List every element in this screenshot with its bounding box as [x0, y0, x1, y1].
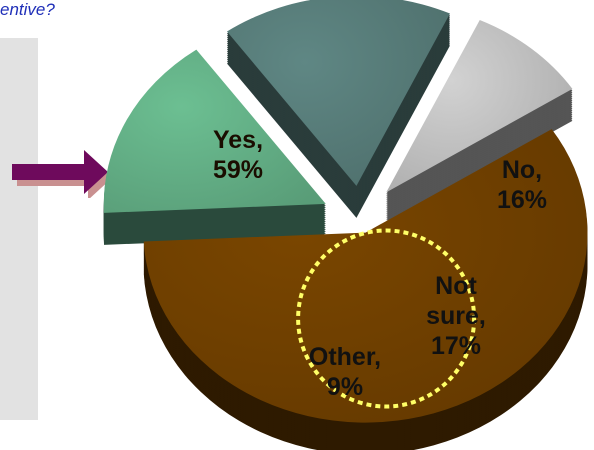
pie-top-layer: [103, 0, 588, 423]
pie-label-line: No,: [502, 156, 542, 184]
pie-label-line: 9%: [327, 373, 363, 401]
pie-label-not_sure: Not sure, 17%: [426, 272, 486, 360]
pie-label-layer: Yes, 59% No, 16% Not sure, 17% Other, 9%: [213, 126, 547, 401]
pie-label-line: 16%: [497, 186, 547, 214]
pie-slice-not_sure: [226, 0, 450, 186]
arrow-shape: [12, 150, 108, 194]
pie-slice-other: [386, 20, 573, 193]
question-text: entive?: [0, 0, 55, 19]
pie-slice-no: [103, 49, 326, 213]
arrow-right-icon: [12, 150, 112, 198]
pie-label-yes: Yes, 59%: [213, 126, 263, 184]
pie-label-line: 59%: [213, 156, 263, 184]
pie-label-line: sure,: [426, 302, 486, 330]
highlight-ring: [296, 228, 477, 409]
pie-label-no: No, 16%: [497, 156, 547, 214]
side-panel: [0, 38, 38, 420]
pie-label-line: 17%: [431, 332, 481, 360]
pie-label-line: Yes,: [213, 126, 263, 154]
pie-slice-yes: [143, 129, 588, 423]
pie-label-other: Other, 9%: [309, 343, 381, 401]
pie-label-line: Other,: [309, 343, 381, 371]
pie-label-line: Not: [435, 272, 477, 300]
